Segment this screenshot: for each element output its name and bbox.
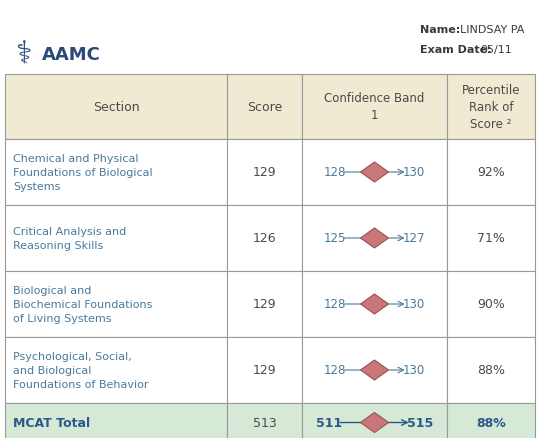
Text: 88%: 88%: [476, 416, 506, 429]
Text: AAMC: AAMC: [42, 46, 101, 64]
Text: 88%: 88%: [477, 364, 505, 377]
Text: 130: 130: [402, 166, 425, 179]
Text: ⚕: ⚕: [15, 40, 31, 69]
Bar: [5, 205, 227, 272]
Bar: [302, 75, 447, 140]
Polygon shape: [361, 162, 389, 183]
Text: Psychological, Social,
and Biological
Foundations of Behavior: Psychological, Social, and Biological Fo…: [13, 351, 148, 389]
Bar: [447, 403, 535, 438]
Text: Chemical and Physical
Foundations of Biological
Systems: Chemical and Physical Foundations of Bio…: [13, 154, 153, 191]
Text: Section: Section: [93, 101, 139, 114]
Text: 130: 130: [402, 298, 425, 311]
Text: 130: 130: [402, 364, 425, 377]
Text: 128: 128: [324, 166, 346, 179]
Bar: [227, 403, 302, 438]
Bar: [5, 140, 227, 205]
Bar: [5, 403, 227, 438]
Text: 128: 128: [324, 298, 346, 311]
Bar: [227, 337, 302, 403]
Polygon shape: [361, 413, 389, 432]
Text: 511: 511: [316, 416, 343, 429]
Polygon shape: [361, 294, 389, 314]
Text: 515: 515: [406, 416, 433, 429]
Text: Score: Score: [247, 101, 282, 114]
Text: 129: 129: [253, 298, 276, 311]
Bar: [227, 75, 302, 140]
Bar: [302, 140, 447, 205]
Bar: [5, 75, 227, 140]
Text: Biological and
Biochemical Foundations
of Living Systems: Biological and Biochemical Foundations o…: [13, 285, 153, 323]
Text: 128: 128: [324, 364, 346, 377]
Text: LINDSAY PA: LINDSAY PA: [460, 25, 524, 35]
Bar: [227, 205, 302, 272]
Bar: [0, 0, 549, 75]
Text: 129: 129: [253, 166, 276, 179]
Text: MCAT Total: MCAT Total: [13, 416, 90, 429]
Text: Name:: Name:: [420, 25, 460, 35]
Text: 05/11: 05/11: [480, 45, 512, 55]
Bar: [302, 272, 447, 337]
Bar: [447, 75, 535, 140]
Text: 129: 129: [253, 364, 276, 377]
Bar: [227, 140, 302, 205]
Polygon shape: [361, 229, 389, 248]
Text: Critical Analysis and
Reasoning Skills: Critical Analysis and Reasoning Skills: [13, 226, 126, 251]
Bar: [302, 205, 447, 272]
Bar: [227, 272, 302, 337]
Bar: [302, 337, 447, 403]
Text: 92%: 92%: [477, 166, 505, 179]
Polygon shape: [361, 360, 389, 380]
Text: Exam Date:: Exam Date:: [420, 45, 491, 55]
Bar: [447, 205, 535, 272]
Bar: [447, 337, 535, 403]
Text: 513: 513: [253, 416, 276, 429]
Bar: [5, 337, 227, 403]
Bar: [302, 403, 447, 438]
Text: 90%: 90%: [477, 298, 505, 311]
Bar: [5, 272, 227, 337]
Text: 71%: 71%: [477, 232, 505, 245]
Text: 125: 125: [324, 232, 346, 245]
Text: 126: 126: [253, 232, 276, 245]
Text: Confidence Band
1: Confidence Band 1: [324, 92, 425, 122]
Text: 127: 127: [402, 232, 425, 245]
Bar: [447, 272, 535, 337]
Bar: [447, 140, 535, 205]
Text: Percentile
Rank of
Score ²: Percentile Rank of Score ²: [462, 84, 520, 131]
